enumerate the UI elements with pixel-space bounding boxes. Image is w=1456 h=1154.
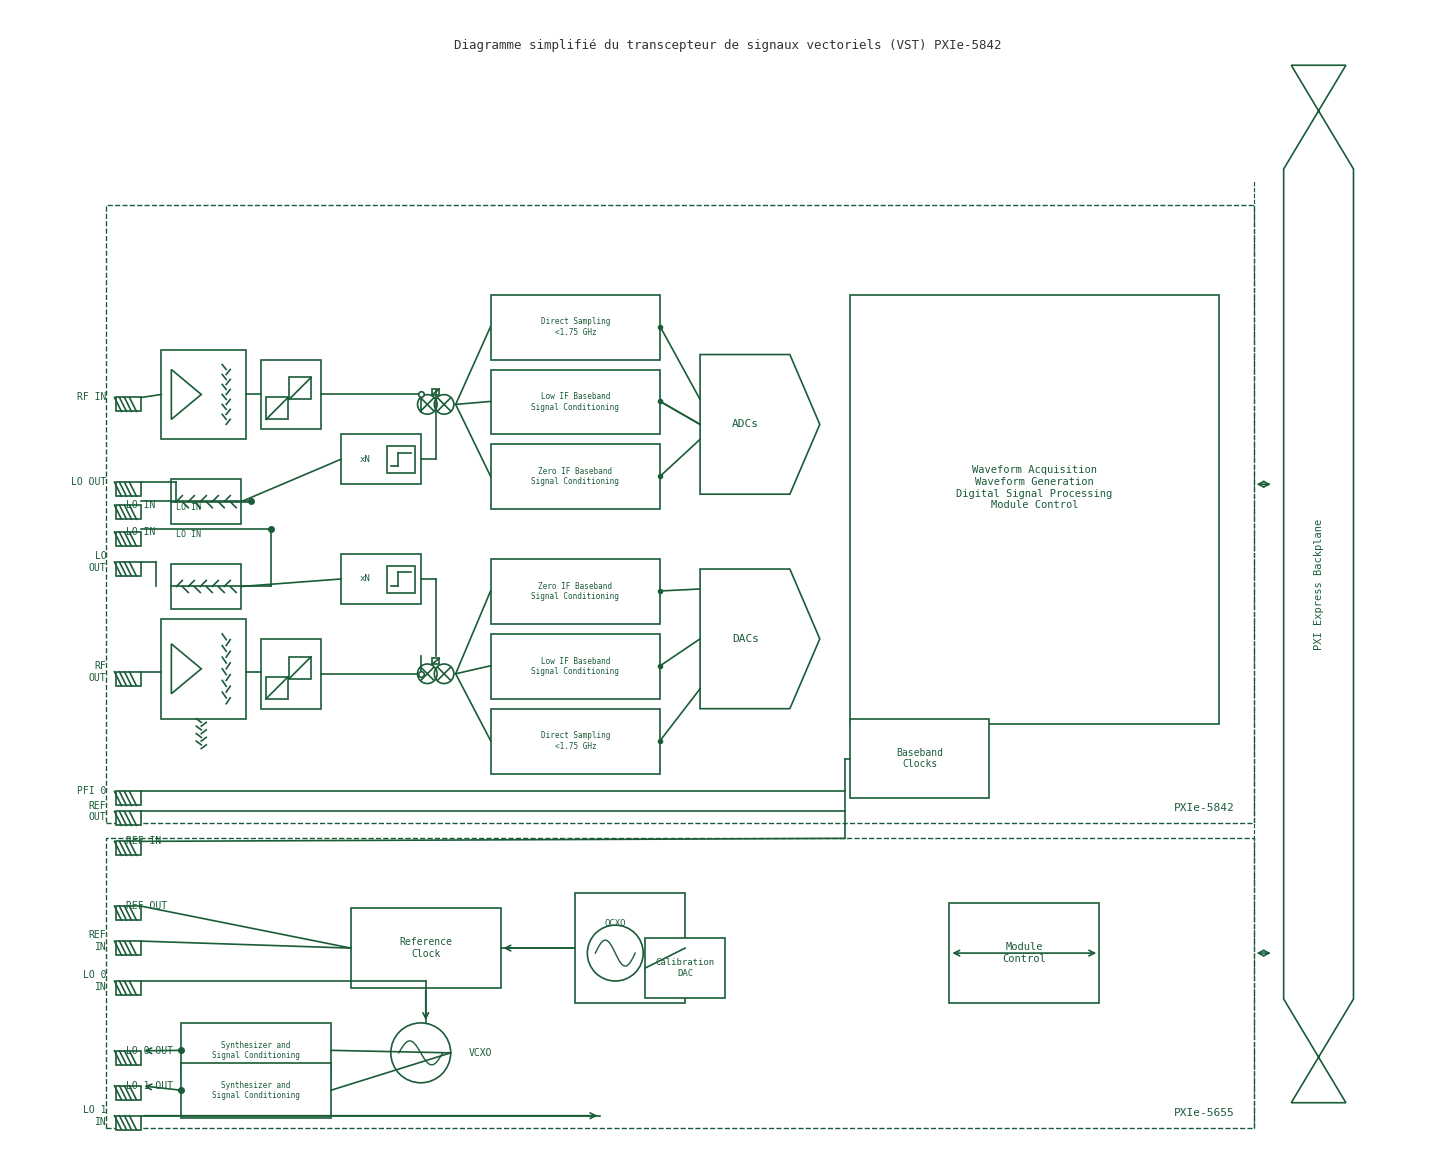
Bar bbox=[266, 676, 288, 698]
Text: Low IF Baseband
Signal Conditioning: Low IF Baseband Signal Conditioning bbox=[531, 392, 619, 412]
Bar bbox=[341, 434, 421, 485]
Text: LO IN: LO IN bbox=[127, 500, 156, 510]
Text: LO
OUT: LO OUT bbox=[89, 552, 106, 572]
Text: LO 1 OUT: LO 1 OUT bbox=[127, 1081, 173, 1091]
Text: xN: xN bbox=[360, 455, 370, 464]
Bar bbox=[387, 445, 415, 473]
Text: xN: xN bbox=[360, 575, 370, 584]
Bar bbox=[850, 294, 1219, 724]
Text: Zero IF Baseband
Signal Conditioning: Zero IF Baseband Signal Conditioning bbox=[531, 467, 619, 487]
Bar bbox=[432, 659, 440, 664]
Text: REF IN: REF IN bbox=[127, 837, 162, 846]
Text: Diagramme simplifié du transcepteur de signaux vectoriels (VST) PXIe-5842: Diagramme simplifié du transcepteur de s… bbox=[454, 39, 1002, 52]
Text: Synthesizer and
Signal Conditioning: Synthesizer and Signal Conditioning bbox=[213, 1041, 300, 1061]
Text: LO IN: LO IN bbox=[176, 530, 201, 539]
Bar bbox=[645, 938, 725, 998]
Bar bbox=[116, 482, 141, 496]
Text: REF OUT: REF OUT bbox=[127, 901, 167, 912]
Bar bbox=[116, 532, 141, 546]
Text: OCXO: OCXO bbox=[604, 919, 626, 928]
Text: REF
IN: REF IN bbox=[89, 930, 106, 952]
Text: PXIe-5655: PXIe-5655 bbox=[1174, 1108, 1235, 1118]
Text: Calibration
DAC: Calibration DAC bbox=[655, 958, 715, 977]
Bar bbox=[387, 565, 415, 593]
Bar bbox=[182, 1022, 331, 1078]
Text: LO 0
IN: LO 0 IN bbox=[83, 971, 106, 991]
Bar bbox=[162, 619, 246, 719]
Text: Synthesizer and
Signal Conditioning: Synthesizer and Signal Conditioning bbox=[213, 1080, 300, 1100]
Bar bbox=[106, 838, 1254, 1127]
Bar bbox=[162, 350, 246, 440]
Bar bbox=[261, 360, 320, 429]
Bar bbox=[491, 709, 660, 773]
Bar bbox=[116, 505, 141, 519]
Bar bbox=[432, 389, 440, 395]
Bar bbox=[575, 893, 686, 1003]
Bar bbox=[116, 1086, 141, 1100]
Text: REF
OUT: REF OUT bbox=[89, 801, 106, 823]
Bar bbox=[290, 657, 312, 679]
Text: ADCs: ADCs bbox=[732, 419, 759, 429]
Bar bbox=[341, 554, 421, 604]
Text: Low IF Baseband
Signal Conditioning: Low IF Baseband Signal Conditioning bbox=[531, 657, 619, 676]
Text: LO IN: LO IN bbox=[127, 527, 156, 537]
Bar bbox=[182, 1063, 331, 1118]
Text: Zero IF Baseband
Signal Conditioning: Zero IF Baseband Signal Conditioning bbox=[531, 582, 619, 601]
Text: Direct Sampling
<1.75 GHz: Direct Sampling <1.75 GHz bbox=[540, 732, 610, 751]
Bar bbox=[266, 397, 288, 419]
Bar bbox=[172, 564, 242, 609]
Bar bbox=[261, 639, 320, 709]
Bar bbox=[172, 479, 242, 524]
Bar bbox=[116, 981, 141, 995]
Bar bbox=[106, 205, 1254, 824]
Bar bbox=[116, 1116, 141, 1130]
Text: LO 0 OUT: LO 0 OUT bbox=[127, 1046, 173, 1056]
Bar bbox=[116, 906, 141, 920]
Text: PXI Express Backplane: PXI Express Backplane bbox=[1313, 518, 1324, 650]
Bar bbox=[116, 1051, 141, 1065]
Text: Module
Control: Module Control bbox=[1002, 943, 1047, 964]
Bar bbox=[491, 369, 660, 434]
Text: RF
OUT: RF OUT bbox=[89, 661, 106, 682]
Text: LO 1
IN: LO 1 IN bbox=[83, 1104, 106, 1126]
Text: LO OUT: LO OUT bbox=[71, 478, 106, 487]
Text: PFI 0: PFI 0 bbox=[77, 787, 106, 796]
Text: LO IN: LO IN bbox=[176, 503, 201, 511]
Bar bbox=[491, 444, 660, 509]
Bar bbox=[116, 792, 141, 805]
Text: DACs: DACs bbox=[732, 634, 759, 644]
Text: RF IN: RF IN bbox=[77, 392, 106, 403]
Bar bbox=[116, 562, 141, 576]
Bar bbox=[290, 377, 312, 399]
Text: Direct Sampling
<1.75 GHz: Direct Sampling <1.75 GHz bbox=[540, 317, 610, 337]
Text: Reference
Clock: Reference Clock bbox=[399, 937, 453, 959]
Bar bbox=[491, 634, 660, 698]
Bar bbox=[116, 811, 141, 825]
Bar bbox=[116, 672, 141, 685]
Bar bbox=[491, 294, 660, 360]
Text: Waveform Acquisition
Waveform Generation
Digital Signal Processing
Module Contro: Waveform Acquisition Waveform Generation… bbox=[957, 465, 1112, 510]
Bar bbox=[351, 908, 501, 988]
Bar bbox=[116, 841, 141, 855]
Bar bbox=[116, 942, 141, 956]
Bar bbox=[850, 719, 990, 799]
Text: Baseband
Clocks: Baseband Clocks bbox=[895, 748, 943, 770]
Bar bbox=[491, 559, 660, 624]
Text: VCXO: VCXO bbox=[469, 1048, 492, 1058]
Bar bbox=[116, 397, 141, 411]
Text: PXIe-5842: PXIe-5842 bbox=[1174, 803, 1235, 814]
Bar bbox=[949, 904, 1099, 1003]
